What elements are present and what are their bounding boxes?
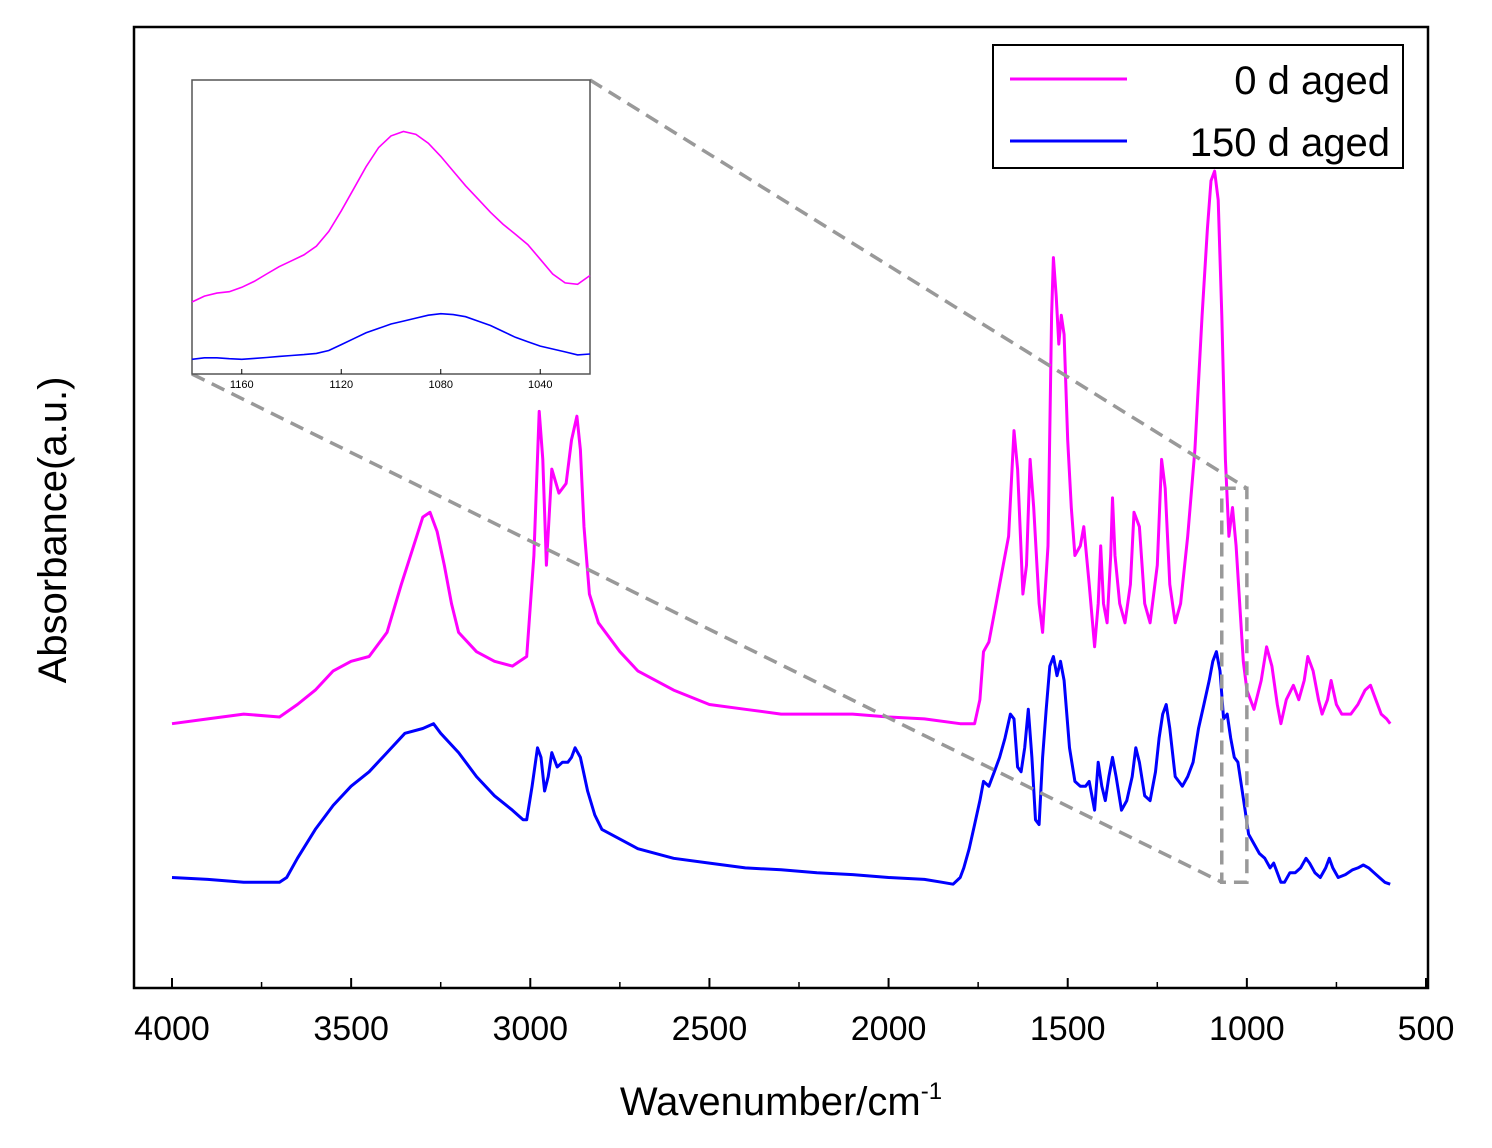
x-axis-title-text: Wavenumber/cm: [620, 1080, 921, 1124]
legend-label-0-d-aged: 0 d aged: [1234, 59, 1390, 103]
inset-tick-label: 1160: [230, 379, 254, 391]
inset-line-150-d-aged: [191, 312, 591, 361]
plot-frame: [132, 25, 1430, 990]
legend: 0 d aged 150 d aged: [992, 44, 1404, 169]
zoom-connector-bottom: [191, 372, 1223, 884]
x-axis-title-superscript: -1: [921, 1078, 942, 1105]
x-tick-label: 1500: [1030, 1010, 1106, 1048]
series-line-150-d-aged: [171, 650, 1391, 886]
x-tick-label: 1000: [1209, 1010, 1285, 1048]
legend-label-150-d-aged: 150 d aged: [1190, 121, 1390, 165]
y-axis-title: Absorbance(a.u.): [31, 377, 75, 684]
legend-box: [992, 44, 1404, 169]
inset-x-axis-ticks: 1160 1120 1080 1040: [230, 369, 552, 391]
x-tick-label: 2500: [672, 1010, 748, 1048]
x-axis-ticks: 4000 3500 3000 2500 2000 1500 1000 500: [134, 978, 1454, 1048]
zoom-indicator: [191, 78, 1249, 885]
inset-frame: [191, 79, 591, 375]
zoom-box: [1220, 486, 1249, 885]
series-line-0-d-aged: [171, 169, 1392, 726]
x-tick-label: 2000: [851, 1010, 927, 1048]
inset-tick-label: 1080: [429, 379, 453, 391]
zoom-connector-top: [589, 78, 1248, 490]
inset-line-0-d-aged: [191, 130, 591, 303]
inset-tick-label: 1040: [528, 379, 552, 391]
x-tick-label: 4000: [134, 1010, 210, 1048]
x-tick-label: 3000: [492, 1010, 568, 1048]
x-tick-label: 3500: [313, 1010, 389, 1048]
x-tick-label: 500: [1398, 1010, 1455, 1048]
inset-plot: 1160 1120 1080 1040: [191, 79, 591, 391]
x-axis-title: Wavenumber/cm-1: [620, 1078, 942, 1124]
inset-tick-label: 1120: [329, 379, 353, 391]
